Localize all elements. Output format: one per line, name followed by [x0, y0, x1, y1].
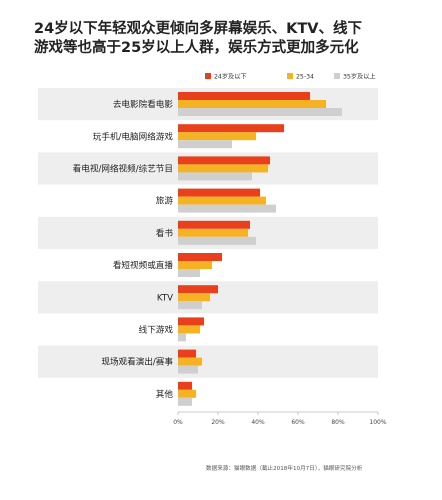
legend-label: 25-34	[296, 74, 314, 81]
legend-swatch	[287, 73, 293, 79]
category-label: 现场观看演出/赛事	[101, 356, 173, 368]
category-label: 看短视频或直播	[113, 259, 174, 271]
bar-1	[178, 253, 222, 261]
bar-3	[178, 269, 200, 277]
category-label: 其他	[156, 388, 174, 400]
category-label: KTV	[157, 293, 173, 303]
bar-3	[178, 301, 202, 310]
bar-1	[178, 317, 204, 326]
bar-2	[178, 261, 212, 269]
legend-label: 35岁及以上	[343, 73, 376, 81]
x-axis: 0% 20% 40% 60% 80% 100%	[173, 411, 387, 426]
bar-1	[178, 124, 284, 133]
category-label: 看书	[156, 228, 174, 239]
bar-2	[178, 325, 200, 334]
bar-1	[178, 156, 270, 165]
bar-2	[178, 293, 210, 302]
category-band	[38, 345, 378, 378]
bar-3	[178, 140, 232, 149]
bar-2	[178, 164, 268, 173]
bar-1	[178, 381, 192, 390]
x-tick-label: 0%	[173, 419, 183, 426]
bar-3	[178, 108, 342, 116]
category-label: 玩手机/电脑网络游戏	[93, 130, 174, 142]
x-tick-label: 60%	[291, 419, 305, 426]
bar-1	[178, 92, 310, 100]
bar-3	[178, 397, 192, 406]
bar-2	[178, 100, 326, 108]
x-tick-label: 40%	[251, 419, 265, 426]
bar-2	[178, 389, 196, 398]
title-line-2: 游戏等也高于25岁以上人群，娱乐方式更加多元化	[34, 40, 359, 56]
bar-1	[178, 220, 250, 229]
category-label: 看电视/网络视频/综艺节目	[73, 163, 173, 175]
bar-marks	[178, 92, 342, 406]
bar-2	[178, 357, 202, 366]
chart-title: 24岁以下年轻观众更倾向多屏幕娱乐、KTV、线下 游戏等也高于25岁以上人群，娱…	[34, 20, 406, 58]
x-tick-label: 20%	[211, 419, 225, 426]
legend-swatch	[205, 73, 211, 79]
legend: 24岁及以下 25-34 35岁及以上	[205, 73, 376, 81]
x-tick-label: 80%	[331, 419, 345, 426]
category-label: 去电影院看电影	[113, 98, 174, 110]
bar-3	[178, 172, 252, 181]
category-label: 线下游戏	[139, 324, 174, 336]
category-labels: 去电影院看电影玩手机/电脑网络游戏看电视/网络视频/综艺节目旅游看书看短视频或直…	[73, 98, 174, 400]
bar-3	[178, 236, 256, 245]
x-tick-label: 100%	[369, 419, 386, 426]
title-line-1: 24岁以下年轻观众更倾向多屏幕娱乐、KTV、线下	[34, 21, 363, 37]
bar-3	[178, 204, 276, 213]
bar-2	[178, 228, 248, 237]
bar-1	[178, 188, 260, 197]
legend-swatch	[334, 73, 340, 79]
category-label: 旅游	[156, 195, 174, 207]
bar-1	[178, 349, 196, 358]
bar-1	[178, 285, 218, 294]
legend-label: 24岁及以下	[214, 73, 247, 81]
bar-3	[178, 365, 198, 374]
bar-2	[178, 196, 266, 205]
bar-3	[178, 333, 186, 342]
source-note: 数据来源：猫眼数据（截止2018年10月7日），猫眼研究院分析	[206, 466, 363, 472]
bar-2	[178, 132, 256, 141]
